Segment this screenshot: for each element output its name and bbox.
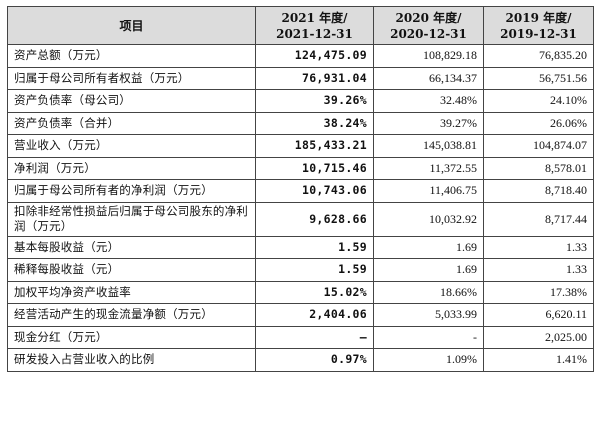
header-2019: 2019 年度/ 2019-12-31 [483,6,594,45]
cell-2021: – [255,325,374,349]
cell-2020: 10,032.92 [373,201,484,237]
cell-2021: 10,743.06 [255,179,374,203]
cell-2021: 2,404.06 [255,303,374,327]
table-row: 基本每股收益（元） 1.59 1.69 1.33 [7,235,594,259]
cell-2021: 15.02% [255,280,374,304]
header-2019-line1: 2019 年度/ [505,10,572,25]
cell-2021: 38.24% [255,111,374,135]
header-2021-line2: 2021-12-31 [276,26,353,41]
cell-2019: 8,578.01 [483,156,594,180]
table-row: 净利润（万元） 10,715.46 11,372.55 8,578.01 [7,156,594,180]
cell-2019: 2,025.00 [483,325,594,349]
row-label: 净利润（万元） [7,156,256,180]
cell-2020: 1.69 [373,258,484,282]
header-2021-line1: 2021 年度/ [281,10,348,25]
table-row: 营业收入（万元） 185,433.21 145,038.81 104,874.0… [7,134,594,158]
row-label: 资产负债率（母公司） [7,89,256,113]
row-label: 归属于母公司所有者的净利润（万元） [7,179,256,203]
cell-2021: 76,931.04 [255,66,374,90]
table-row: 归属于母公司所有者的净利润（万元） 10,743.06 11,406.75 8,… [7,179,594,203]
table-row: 归属于母公司所有者权益（万元） 76,931.04 66,134.37 56,7… [7,66,594,90]
table-row: 资产负债率（合并） 38.24% 39.27% 26.06% [7,111,594,135]
cell-2020: 11,372.55 [373,156,484,180]
row-label: 资产负债率（合并） [7,111,256,135]
header-item: 项目 [7,6,256,45]
cell-2019: 1.41% [483,348,594,372]
cell-2020: 32.48% [373,89,484,113]
cell-2019: 24.10% [483,89,594,113]
header-2020-line1: 2020 年度/ [395,10,462,25]
row-label: 经营活动产生的现金流量净额（万元） [7,303,256,327]
row-label: 营业收入（万元） [7,134,256,158]
table-header: 项目 2021 年度/ 2021-12-31 2020 年度/ 2020-12-… [7,6,594,45]
cell-2021: 185,433.21 [255,134,374,158]
table-row: 资产总额（万元） 124,475.09 108,829.18 76,835.20 [7,44,594,68]
table-row: 研发投入占营业收入的比例 0.97% 1.09% 1.41% [7,348,594,372]
row-label: 归属于母公司所有者权益（万元） [7,66,256,90]
cell-2021: 10,715.46 [255,156,374,180]
cell-2020: 11,406.75 [373,179,484,203]
cell-2021: 9,628.66 [255,201,374,237]
row-label: 资产总额（万元） [7,44,256,68]
cell-2019: 8,717.44 [483,201,594,237]
cell-2021: 1.59 [255,235,374,259]
cell-2019: 104,874.07 [483,134,594,158]
financial-summary-table: 项目 2021 年度/ 2021-12-31 2020 年度/ 2020-12-… [7,6,594,372]
cell-2020: 18.66% [373,280,484,304]
cell-2020: 66,134.37 [373,66,484,90]
table-body: 资产总额（万元） 124,475.09 108,829.18 76,835.20… [7,44,594,372]
cell-2020: 5,033.99 [373,303,484,327]
cell-2020: 39.27% [373,111,484,135]
header-2020-line2: 2020-12-31 [390,26,467,41]
table-row: 经营活动产生的现金流量净额（万元） 2,404.06 5,033.99 6,62… [7,303,594,327]
row-label: 扣除非经常性损益后归属于母公司股东的净利润（万元） [7,201,256,237]
cell-2019: 1.33 [483,235,594,259]
cell-2019: 76,835.20 [483,44,594,68]
cell-2020: 145,038.81 [373,134,484,158]
header-row: 项目 2021 年度/ 2021-12-31 2020 年度/ 2020-12-… [7,6,594,45]
table-row: 现金分红（万元） – - 2,025.00 [7,325,594,349]
table-row: 稀释每股收益（元） 1.59 1.69 1.33 [7,258,594,282]
row-label: 现金分红（万元） [7,325,256,349]
header-2020: 2020 年度/ 2020-12-31 [373,6,484,45]
header-item-label: 项目 [119,18,144,33]
table-row: 资产负债率（母公司） 39.26% 32.48% 24.10% [7,89,594,113]
cell-2019: 56,751.56 [483,66,594,90]
cell-2019: 26.06% [483,111,594,135]
cell-2019: 8,718.40 [483,179,594,203]
cell-2021: 0.97% [255,348,374,372]
cell-2021: 1.59 [255,258,374,282]
row-label: 基本每股收益（元） [7,235,256,259]
row-label: 研发投入占营业收入的比例 [7,348,256,372]
header-2019-line2: 2019-12-31 [500,26,577,41]
cell-2020: 1.69 [373,235,484,259]
cell-2020: - [373,325,484,349]
cell-2019: 17.38% [483,280,594,304]
header-2021: 2021 年度/ 2021-12-31 [255,6,374,45]
table-row: 加权平均净资产收益率 15.02% 18.66% 17.38% [7,280,594,304]
table-row: 扣除非经常性损益后归属于母公司股东的净利润（万元） 9,628.66 10,03… [7,201,594,237]
cell-2021: 39.26% [255,89,374,113]
cell-2021: 124,475.09 [255,44,374,68]
cell-2019: 1.33 [483,258,594,282]
row-label: 加权平均净资产收益率 [7,280,256,304]
row-label: 稀释每股收益（元） [7,258,256,282]
cell-2020: 108,829.18 [373,44,484,68]
cell-2019: 6,620.11 [483,303,594,327]
cell-2020: 1.09% [373,348,484,372]
